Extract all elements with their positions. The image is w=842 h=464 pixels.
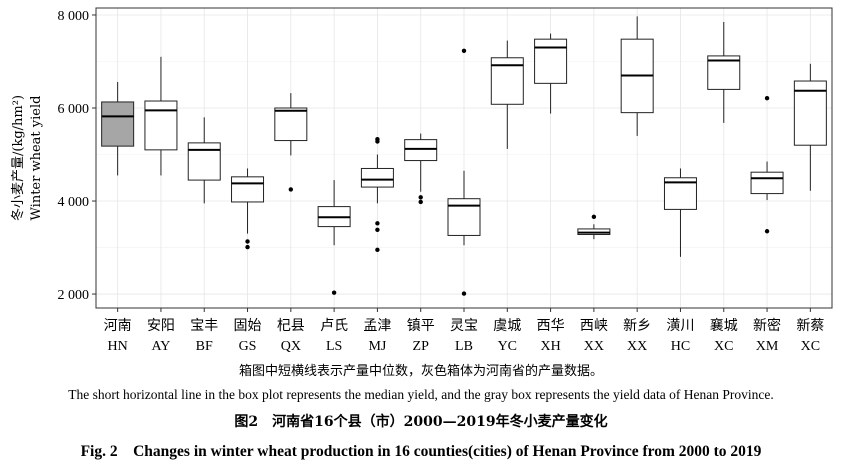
x-tick-label-code: LS xyxy=(326,339,342,354)
x-tick-label-code: ZP xyxy=(413,339,430,354)
x-tick-label-zh: 灵宝 xyxy=(450,318,478,334)
outlier-point xyxy=(375,221,380,226)
y-axis: 2 000 4 000 6 000 8 000 xyxy=(58,9,96,303)
x-tick-label-code: LB xyxy=(455,339,473,354)
x-tick-label-code: XC xyxy=(801,339,820,354)
x-tick-label-zh: 孟津 xyxy=(363,318,391,334)
outlier-point xyxy=(461,48,467,53)
box-qx: 杞县 QX xyxy=(274,93,308,354)
y-axis-title: 冬小麦产量/(kg/hm²) Winter wheat yield xyxy=(10,95,44,221)
box-xx: 新乡 XX xyxy=(620,16,654,354)
x-tick-label-zh: 虞城 xyxy=(493,318,521,334)
outlier-point xyxy=(375,247,380,253)
y-axis-title-zh: 冬小麦产量/(kg/hm²) xyxy=(10,95,26,221)
x-tick-label-zh: 新蔡 xyxy=(796,318,824,334)
box-yc: 虞城 YC xyxy=(490,40,524,354)
box-body xyxy=(144,100,178,151)
outlier-point xyxy=(245,244,250,250)
box-lb: 灵宝 LB xyxy=(447,48,481,354)
y-tick-label: 2 000 xyxy=(58,288,90,303)
outlier-point xyxy=(461,291,467,296)
box-plot-chart: 冬小麦产量/(kg/hm²) Winter wheat yield 2 000 4… xyxy=(10,7,833,354)
box-body xyxy=(274,107,308,142)
x-tick-label-zh: 宝丰 xyxy=(190,318,218,334)
x-tick-label-code: MJ xyxy=(368,339,386,354)
y-axis-title-en: Winter wheat yield xyxy=(29,96,44,221)
outlier-point xyxy=(245,239,250,244)
box-xx: 西峡 XX xyxy=(577,214,611,354)
x-tick-label-code: AY xyxy=(151,339,170,354)
x-tick-label-zh: 西峡 xyxy=(580,318,608,334)
box-bf: 宝丰 BF xyxy=(187,117,221,354)
x-tick-label-zh: 新乡 xyxy=(623,318,651,334)
box-ay: 安阳 AY xyxy=(144,56,178,354)
box-hc: 潢川 HC xyxy=(663,168,697,354)
box-xh: 西华 XH xyxy=(534,33,568,354)
x-tick-label-code: YC xyxy=(498,339,517,354)
x-tick-label-code: XX xyxy=(584,339,604,354)
outlier-point xyxy=(375,227,380,233)
x-tick-label-zh: 杞县 xyxy=(277,318,305,334)
x-tick-label-zh: 襄城 xyxy=(710,318,738,334)
outlier-point xyxy=(288,187,294,192)
x-tick-label-zh: 镇平 xyxy=(407,318,435,334)
box-body xyxy=(447,198,481,236)
box-body xyxy=(360,167,394,188)
outlier-point xyxy=(418,199,423,205)
box-mj: 孟津 MJ xyxy=(360,136,394,354)
outlier-point xyxy=(331,290,337,295)
box-body xyxy=(750,171,784,195)
x-tick-label-code: XC xyxy=(714,339,733,354)
figure-title-en: Fig. 2 Changes in winter wheat productio… xyxy=(80,443,762,460)
box-zp: 镇平 ZP xyxy=(404,133,438,354)
chart-note-en: The short horizontal line in the box plo… xyxy=(68,387,774,402)
outlier-point xyxy=(418,195,423,200)
x-tick-label-zh: 河南 xyxy=(104,318,132,334)
box-body xyxy=(231,176,265,203)
outlier-point xyxy=(375,139,380,144)
x-tick-label-code: GS xyxy=(239,339,257,354)
x-tick-label-code: XX xyxy=(627,339,647,354)
x-tick-label-zh: 卢氏 xyxy=(320,318,348,334)
plot-area: 2 000 4 000 6 000 8 000 河南 HN 安阳 AY 宝丰 BF 固始 GS 杞县 QX… xyxy=(58,7,833,354)
x-tick-label-code: XH xyxy=(540,339,560,354)
outlier-point xyxy=(591,214,597,220)
x-tick-label-code: XM xyxy=(756,339,779,354)
x-tick-label-zh: 新密 xyxy=(753,317,781,334)
box-body xyxy=(534,38,568,84)
outlier-point xyxy=(764,96,770,101)
y-tick-label: 8 000 xyxy=(58,9,90,24)
x-tick-label-zh: 西华 xyxy=(537,318,565,334)
box-xc: 襄城 XC xyxy=(707,21,741,354)
chart-note-zh: 箱图中短横线表示产量中位数，灰色箱体为河南省的产量数据。 xyxy=(238,364,603,379)
box-gs: 固始 GS xyxy=(231,168,265,354)
box-xm: 新密 XM xyxy=(750,96,784,354)
x-tick-label-zh: 固始 xyxy=(234,318,262,334)
x-tick-label-code: QX xyxy=(281,339,301,354)
box-hn: 河南 HN xyxy=(101,81,135,354)
box-body xyxy=(404,139,438,162)
figure-title-zh: 图2 河南省16个县（市）2000—2019年冬小麦产量变化 xyxy=(234,414,608,430)
y-tick-label: 4 000 xyxy=(58,195,90,210)
outlier-point xyxy=(764,229,770,234)
box-xc: 新蔡 XC xyxy=(793,63,827,354)
box-body xyxy=(101,101,135,147)
box-body xyxy=(187,142,221,181)
x-tick-label-code: BF xyxy=(196,339,213,354)
y-tick-label: 6 000 xyxy=(58,102,90,117)
x-tick-label-zh: 安阳 xyxy=(147,318,175,334)
x-tick-label-code: HC xyxy=(671,339,690,354)
x-tick-label-code: HN xyxy=(108,339,128,354)
x-tick-label-zh: 潢川 xyxy=(666,318,694,334)
box-ls: 卢氏 LS xyxy=(317,180,351,354)
